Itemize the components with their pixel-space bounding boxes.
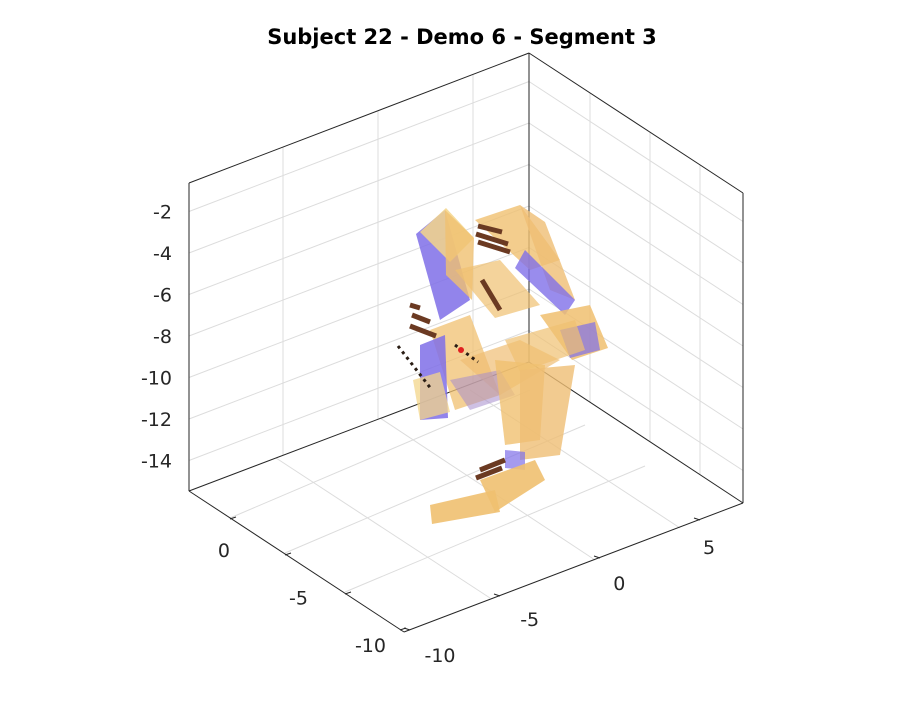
tick-mark	[593, 555, 601, 559]
x-tick-label: -5	[289, 588, 308, 610]
tick-mark	[284, 552, 292, 556]
y-tick-label: -5	[520, 609, 539, 631]
x-tick-label: 0	[218, 540, 230, 562]
surface-orange	[413, 372, 450, 420]
box-edge	[188, 52, 530, 184]
gridline	[188, 122, 530, 254]
surface-orange	[430, 490, 500, 524]
segment-surfaces	[396, 205, 608, 524]
z-tick-label: -6	[153, 285, 172, 307]
z-tick-label: -4	[153, 243, 172, 265]
gridline	[275, 457, 491, 599]
z-tick-label: -2	[153, 202, 172, 224]
surface-orange	[455, 260, 540, 318]
dot-trail	[396, 345, 434, 391]
dot-group	[396, 343, 479, 391]
z-tick-label: -12	[141, 409, 172, 431]
surface-orange	[520, 365, 575, 460]
surface-blue	[515, 250, 575, 315]
gridline	[188, 164, 530, 295]
dot-trail	[454, 343, 479, 364]
marker-red	[458, 347, 464, 353]
gridline	[528, 247, 744, 388]
surface-orange	[520, 205, 575, 300]
gridline	[188, 205, 530, 337]
gridline	[528, 81, 744, 222]
marker	[479, 278, 503, 312]
surface-blue	[505, 450, 525, 470]
tick-mark	[493, 593, 501, 597]
gridline	[344, 465, 646, 593]
marker	[411, 312, 431, 325]
y-tick-label: 5	[703, 537, 715, 559]
marker	[477, 223, 503, 235]
z-tick-label: -8	[153, 326, 172, 348]
gridline	[188, 288, 530, 420]
marker	[409, 302, 421, 311]
surface-orange	[505, 320, 585, 372]
z-tick-label: -10	[141, 368, 172, 390]
marker	[477, 239, 511, 255]
box-edge	[403, 502, 744, 633]
chart-title: Subject 22 - Demo 6 - Segment 3	[267, 25, 657, 49]
marker	[479, 457, 506, 473]
marker-group	[409, 223, 511, 481]
tick-labels: -2 -4 -6 -8 -10 -12 -14 0 -5 -10 5 0 -5 -10	[141, 202, 715, 668]
x-tick-label: -10	[355, 635, 386, 657]
tick-mark	[403, 627, 411, 631]
y-tick-label: 0	[613, 573, 625, 595]
gridline	[528, 164, 744, 305]
surface-orange	[480, 460, 545, 512]
tick-mark	[229, 516, 237, 520]
y-tick-label: -10	[424, 645, 455, 667]
gridline	[188, 81, 530, 212]
gridline	[229, 389, 531, 519]
box-edge	[188, 490, 405, 633]
marker	[475, 465, 503, 481]
box-edge	[528, 52, 744, 194]
z-tick-label: -14	[141, 451, 172, 473]
tick-mark	[693, 517, 701, 521]
tick-mark	[344, 591, 352, 595]
marker	[475, 231, 509, 247]
marker	[409, 323, 437, 339]
gridline	[528, 122, 744, 264]
gridline	[528, 205, 744, 347]
